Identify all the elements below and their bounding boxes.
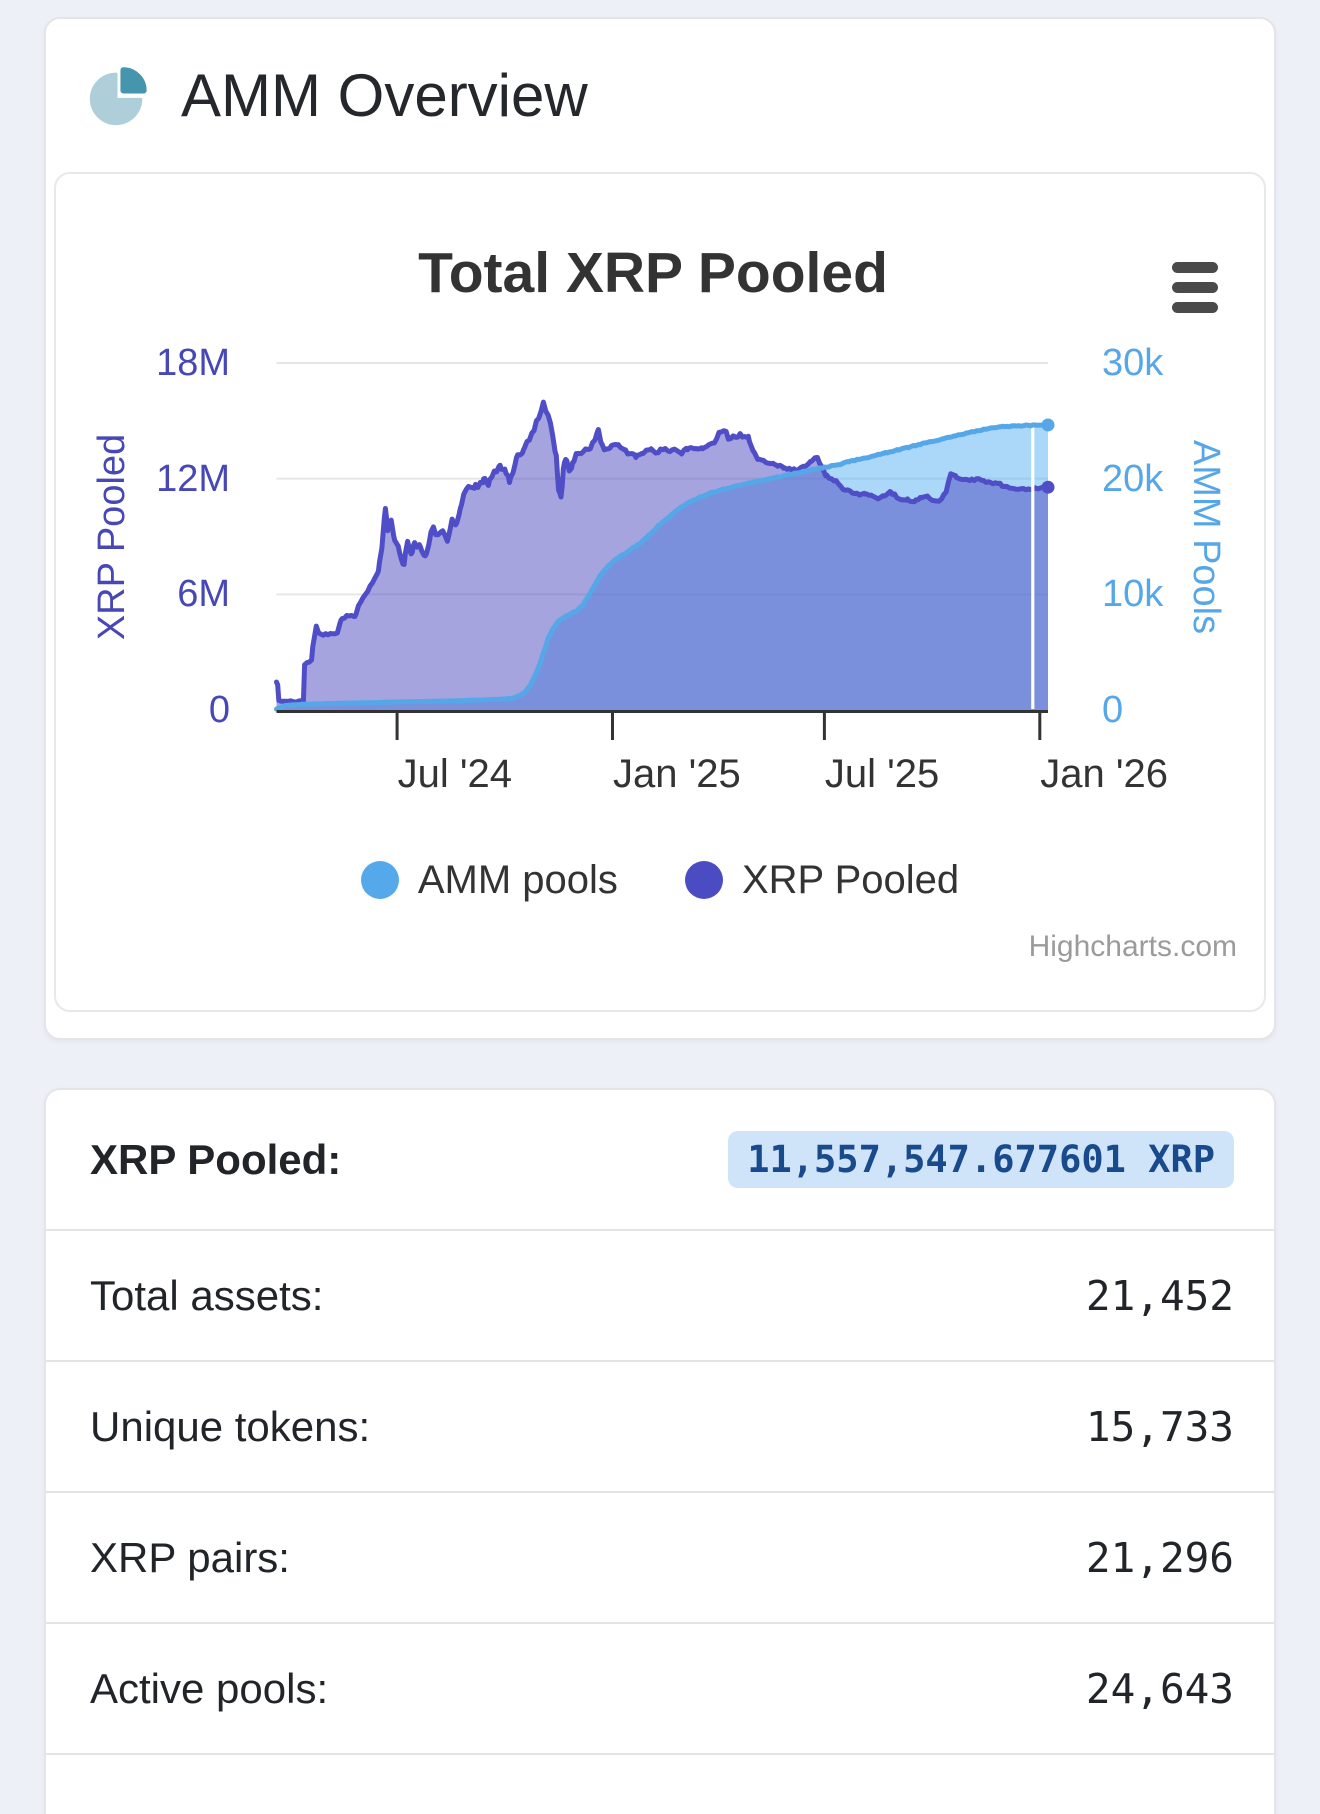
chart-title: Total XRP Pooled <box>418 241 888 305</box>
series-line-amm-pools <box>274 422 1051 712</box>
stat-value: 21,296 <box>1085 1533 1234 1582</box>
series-line-xrp-pooled <box>274 399 1051 705</box>
stat-row-unique-tokens: Unique tokens: 15,733 <box>46 1360 1274 1491</box>
stat-row-xrp-pooled: XRP Pooled: 11,557,547.677601 XRP <box>46 1090 1274 1229</box>
stat-label: Total assets: <box>90 1271 324 1319</box>
stat-row-active-pools: Active pools: 24,643 <box>46 1622 1274 1753</box>
chart-legend: AMM pools XRP Pooled <box>56 860 1264 900</box>
menu-bar <box>1172 281 1218 293</box>
series-end-marker <box>1041 418 1055 432</box>
stat-label: Unique tokens: <box>90 1402 371 1450</box>
y-axis-right-title: AMM Pools <box>1185 439 1227 634</box>
stat-label: XRP pairs: <box>90 1533 290 1581</box>
x-axis-label: Jan '25 <box>612 752 741 796</box>
stat-row-total-assets: Total assets: 21,452 <box>46 1229 1274 1360</box>
hamburger-menu-icon <box>1172 261 1218 313</box>
x-axis-label: Jul '24 <box>397 752 512 796</box>
legend-marker-icon <box>360 861 399 899</box>
y-axis-left-label: 0 <box>208 689 230 731</box>
pie-chart-icon <box>89 66 147 125</box>
x-axis-label: Jul '25 <box>824 752 940 796</box>
overview-card-body: Total XRP Pooled 18M 12M 6M 0 30k 20k 10k 0 Jul … <box>46 172 1274 1012</box>
x-axis-label: Jan '26 <box>1040 752 1169 796</box>
y-axis-right-label: 0 <box>1102 689 1124 731</box>
y-axis-left-label: 6M <box>177 573 230 616</box>
y-axis-left-label: 12M <box>156 457 230 500</box>
legend-label: XRP Pooled <box>741 858 960 902</box>
stat-row-partial <box>46 1753 1274 1814</box>
legend-marker-icon <box>684 861 723 899</box>
chart-panel: Total XRP Pooled 18M 12M 6M 0 30k 20k 10k 0 Jul … <box>54 172 1266 1012</box>
page-title: AMM Overview <box>181 61 588 129</box>
y-axis-right-label: 30k <box>1102 342 1164 384</box>
y-axis-right-label: 20k <box>1102 457 1164 500</box>
y-axis-right-label: 10k <box>1102 573 1164 616</box>
stat-row-xrp-pairs: XRP pairs: 21,296 <box>46 1491 1274 1622</box>
y-axis-left-title: XRP Pooled <box>91 433 133 640</box>
series-end-marker <box>1041 480 1055 494</box>
legend-label: AMM pools <box>417 858 618 902</box>
data-gap-stripe <box>1031 426 1035 709</box>
overview-card-header: AMM Overview <box>46 19 1274 172</box>
amm-overview-card: AMM Overview Total XRP Pooled 18M 12M 6M 0 3… <box>44 17 1276 1040</box>
chart-context-menu-button[interactable] <box>1158 252 1232 322</box>
amm-stats-card: XRP Pooled: 11,557,547.677601 XRP Total … <box>44 1088 1276 1814</box>
stat-value: 24,643 <box>1085 1664 1234 1713</box>
legend-item-xrp-pooled[interactable]: XRP Pooled <box>684 858 960 902</box>
highcharts-credits[interactable]: Highcharts.com <box>1028 930 1237 963</box>
total-xrp-pooled-plot <box>274 362 1055 740</box>
menu-bar <box>1172 261 1218 273</box>
menu-bar <box>1172 301 1218 313</box>
stat-value: 15,733 <box>1085 1402 1234 1451</box>
y-axis-left-label: 18M <box>156 342 230 384</box>
stat-label: XRP Pooled: <box>90 1135 342 1183</box>
stat-label: Active pools: <box>90 1664 329 1712</box>
series-area-xrp-pooled <box>276 402 1048 710</box>
stat-value: 21,452 <box>1085 1271 1234 1320</box>
legend-item-amm-pools[interactable]: AMM pools <box>360 858 618 902</box>
xrp-pooled-value-badge: 11,557,547.677601 XRP <box>728 1131 1234 1188</box>
